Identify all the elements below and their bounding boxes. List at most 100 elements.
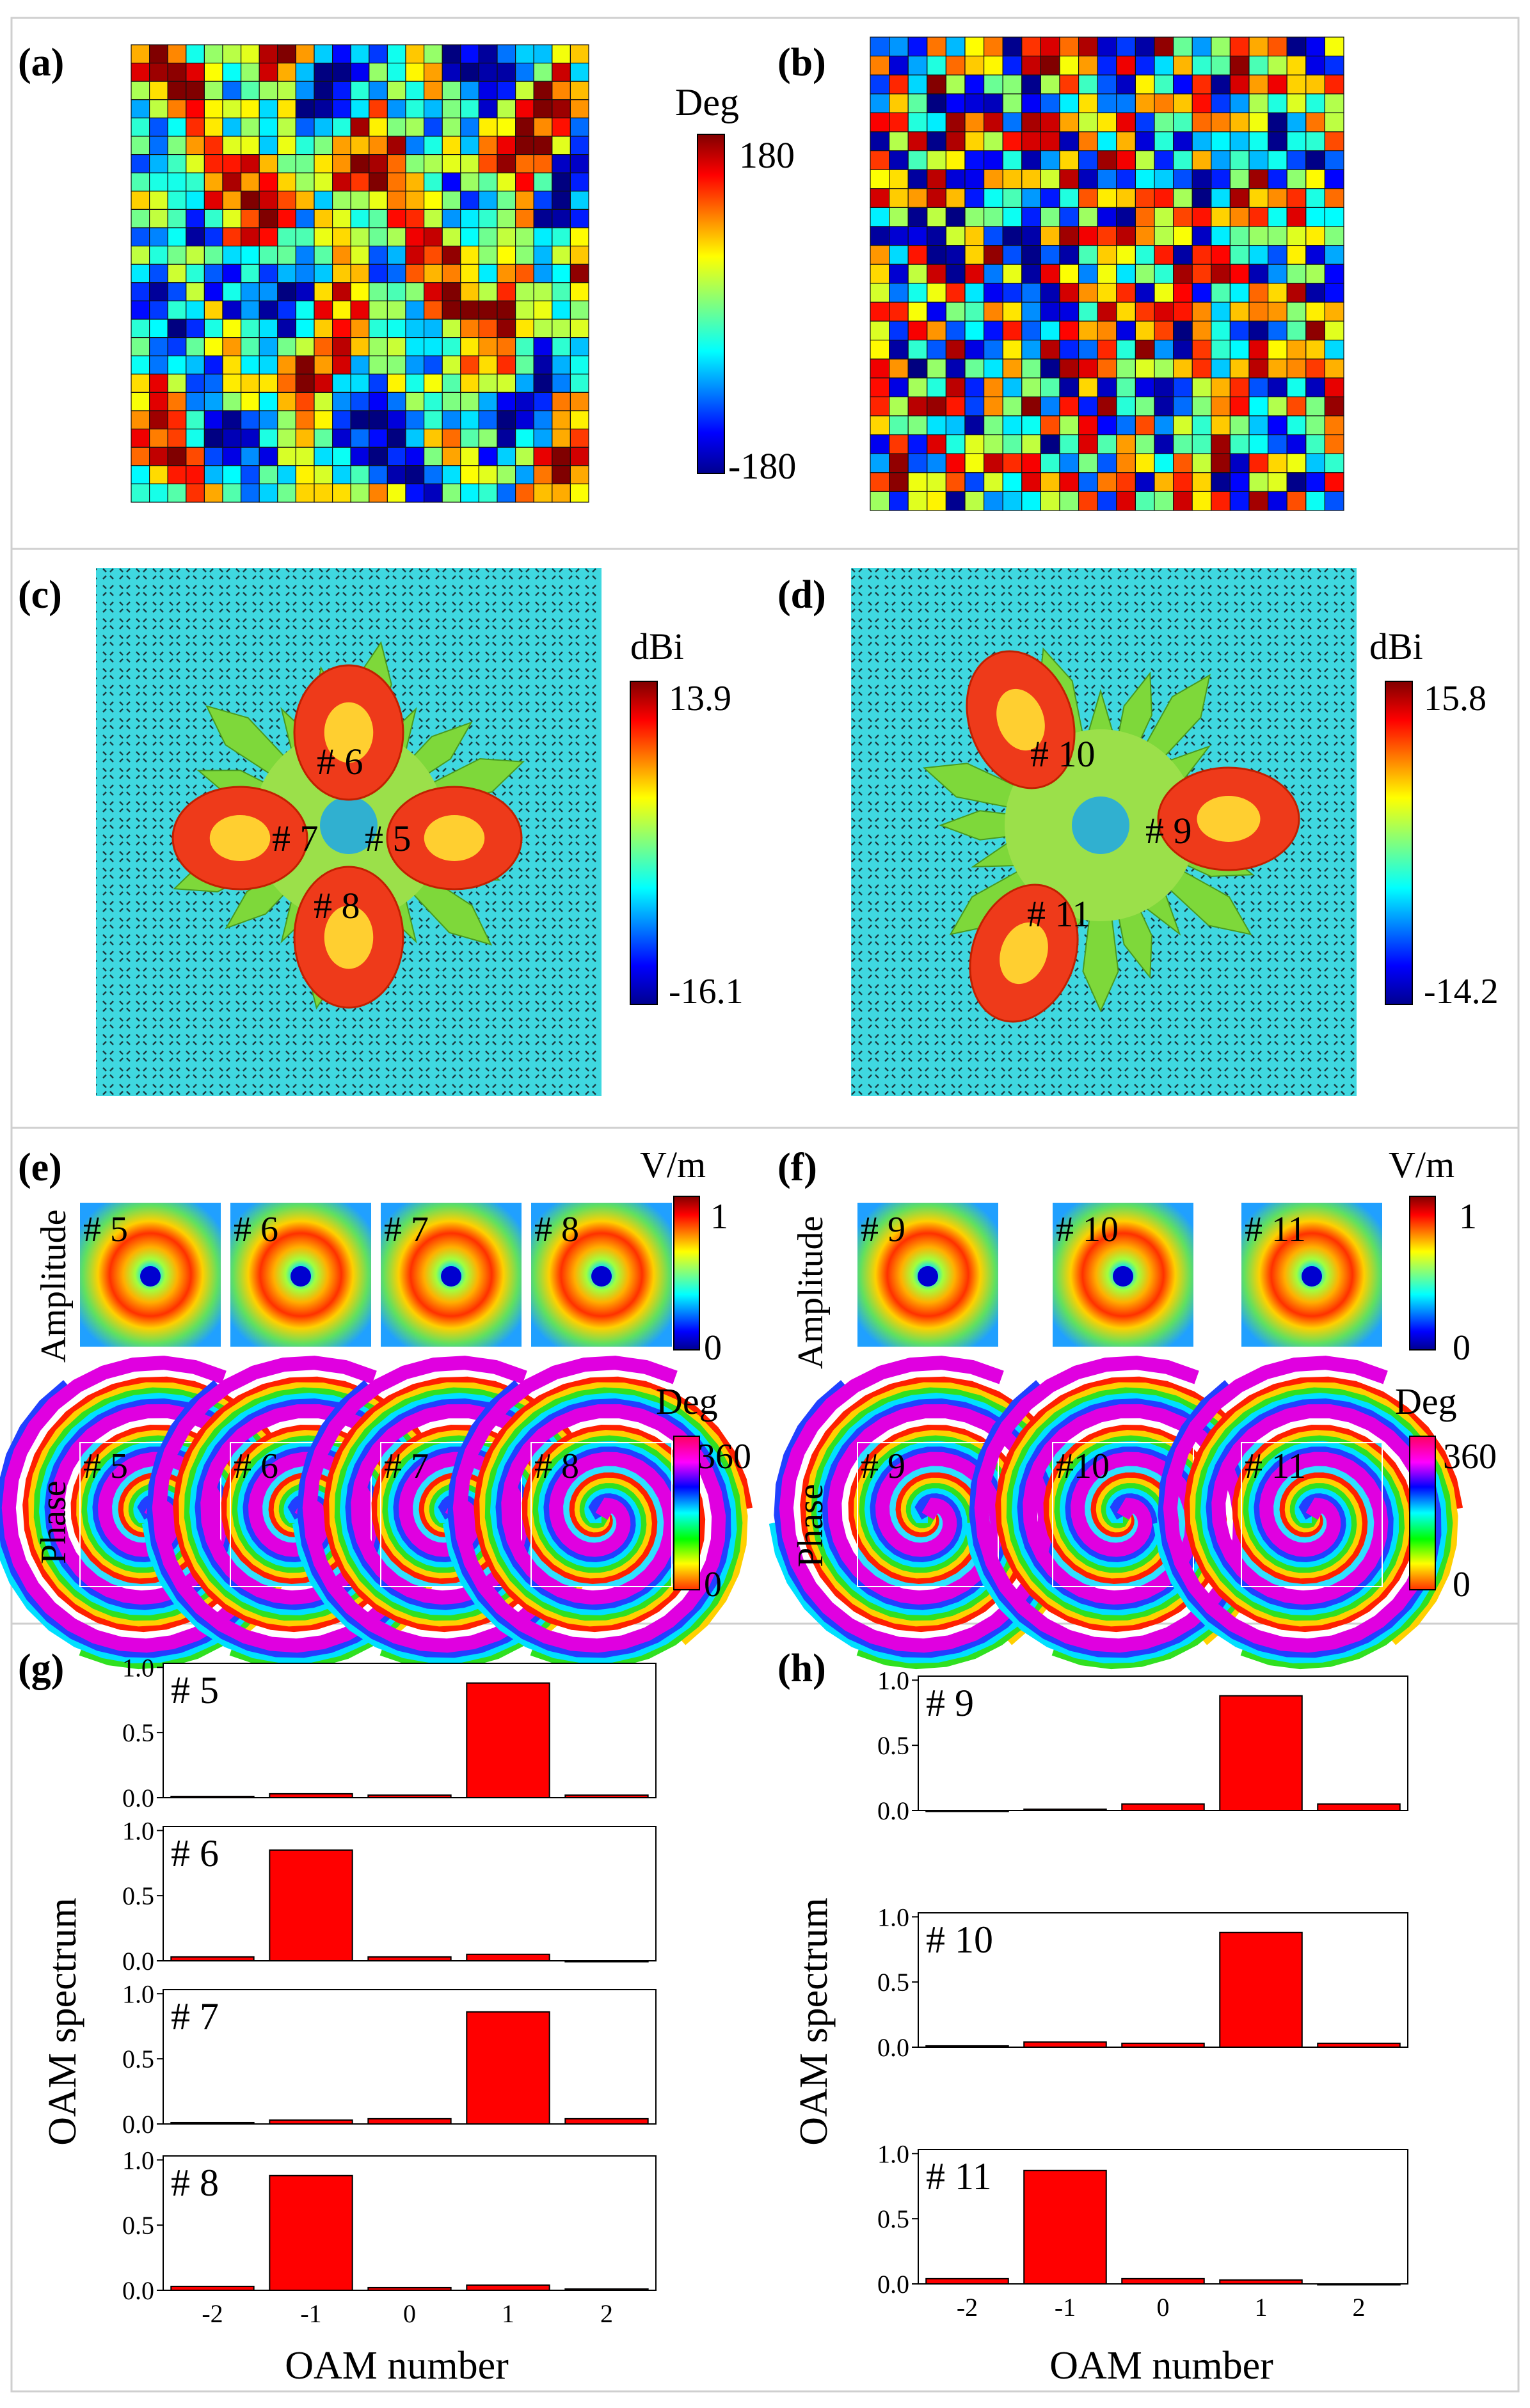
phase-cell xyxy=(1135,301,1155,322)
phase-cell xyxy=(259,136,278,155)
phase-cell xyxy=(983,264,1003,284)
phase-cell xyxy=(149,319,168,338)
phase-cell xyxy=(203,191,223,210)
phase-cell xyxy=(369,374,388,393)
phase-cell xyxy=(927,93,947,114)
phase-min-f: 0 xyxy=(1453,1565,1470,1604)
panel-frames xyxy=(10,17,1520,2393)
phase-cell xyxy=(369,209,388,228)
phase-cell xyxy=(1097,226,1117,246)
phase-cell xyxy=(1267,93,1287,114)
phase-cell xyxy=(277,355,296,375)
phase-cell xyxy=(423,172,443,192)
panel-letters: (a) (b) (c) (d) (e) (f) (g) (h) xyxy=(18,41,826,1690)
phase-cell xyxy=(331,337,351,356)
phase-cell xyxy=(945,93,966,114)
phase-cell xyxy=(149,392,168,411)
phase-cell xyxy=(552,392,571,411)
phase-cell xyxy=(1324,283,1344,303)
radiation-pattern-c: # 6 # 7 # 5 # 8 xyxy=(96,568,602,1096)
phase-cell xyxy=(1211,207,1231,227)
phase-cell xyxy=(1324,55,1344,75)
phase-cell xyxy=(927,358,947,379)
phase-cell xyxy=(277,465,296,484)
phase-cell xyxy=(314,447,333,466)
phase-cell xyxy=(1154,245,1174,265)
phase-cell xyxy=(442,172,461,192)
phase-cell xyxy=(277,282,296,301)
phase-cell xyxy=(1324,169,1344,189)
phase-cell xyxy=(241,62,260,82)
ylabel-h: OAM spectrum xyxy=(792,1897,836,2145)
phase-cell xyxy=(945,415,966,436)
phase-cell xyxy=(405,392,425,411)
xlabel-h: OAM number xyxy=(1049,2344,1273,2388)
phase-min-e: 0 xyxy=(704,1565,722,1604)
phase-cell xyxy=(186,81,205,100)
phase-cell xyxy=(259,264,278,283)
phase-cell xyxy=(442,447,461,466)
phase-cell xyxy=(295,319,315,338)
phase-cell xyxy=(1305,321,1326,341)
phase-cell xyxy=(1002,93,1023,114)
phase-cell xyxy=(1267,245,1287,265)
phase-cell xyxy=(277,337,296,356)
phase-cell xyxy=(533,392,553,411)
phase-cell xyxy=(259,81,278,100)
phase-cell xyxy=(1116,245,1136,265)
phase-cell xyxy=(277,300,296,320)
phase-cell xyxy=(314,136,333,155)
phase-cell xyxy=(1040,396,1060,416)
phase-cell xyxy=(314,337,333,356)
phase-cell xyxy=(222,117,242,137)
phase-cell xyxy=(1305,245,1326,265)
phase-cell xyxy=(277,44,296,64)
ytick-label: 0.0 xyxy=(877,1796,909,1825)
phase-cell xyxy=(888,55,909,75)
xtick-label: 1 xyxy=(502,2299,514,2328)
phase-cell xyxy=(514,209,534,228)
phase-cell xyxy=(964,74,985,95)
ytick-label: 1.0 xyxy=(122,1979,154,2008)
phase-cell xyxy=(1059,434,1080,454)
phase-cell xyxy=(314,99,333,119)
phase-cell xyxy=(478,319,498,338)
phase-cell xyxy=(241,81,260,100)
phase-cell xyxy=(259,117,278,137)
phase-cell xyxy=(203,81,223,100)
phase-cell xyxy=(259,227,278,247)
beam-label-7: # 7 xyxy=(272,818,319,859)
phase-unit-f: Deg xyxy=(1395,1381,1457,1422)
phase-cell xyxy=(167,282,187,301)
phase-grid-a xyxy=(131,44,589,503)
phase-cell xyxy=(888,491,909,511)
phase-cell xyxy=(405,62,425,82)
phase-cell xyxy=(350,172,370,192)
phase-cell xyxy=(222,374,242,393)
phase-cell xyxy=(888,112,909,132)
phase-cell xyxy=(927,339,947,360)
phase-cell xyxy=(1002,339,1023,360)
phase-cell xyxy=(314,483,333,503)
phase-cell xyxy=(1324,415,1344,436)
phase-cell xyxy=(552,337,571,356)
phase-cell xyxy=(1097,321,1117,341)
phase-cell xyxy=(1286,283,1307,303)
bar xyxy=(1317,2042,1401,2048)
phase-cell xyxy=(983,472,1003,492)
phase-cell xyxy=(497,447,516,466)
phase-cell xyxy=(149,209,168,228)
phase-cell xyxy=(497,227,516,247)
phase-cell xyxy=(1211,434,1231,454)
phase-cell xyxy=(1078,434,1098,454)
phase-cell xyxy=(203,154,223,173)
phase-cell xyxy=(259,62,278,82)
phase-cell xyxy=(870,283,890,303)
phase-cell xyxy=(1135,434,1155,454)
phase-cell xyxy=(1248,453,1269,473)
phase-cell xyxy=(203,319,223,338)
bar xyxy=(367,2118,452,2125)
phase-cell xyxy=(167,136,187,155)
phase-cell xyxy=(1097,74,1117,95)
beam-label-6: # 6 xyxy=(317,741,363,782)
